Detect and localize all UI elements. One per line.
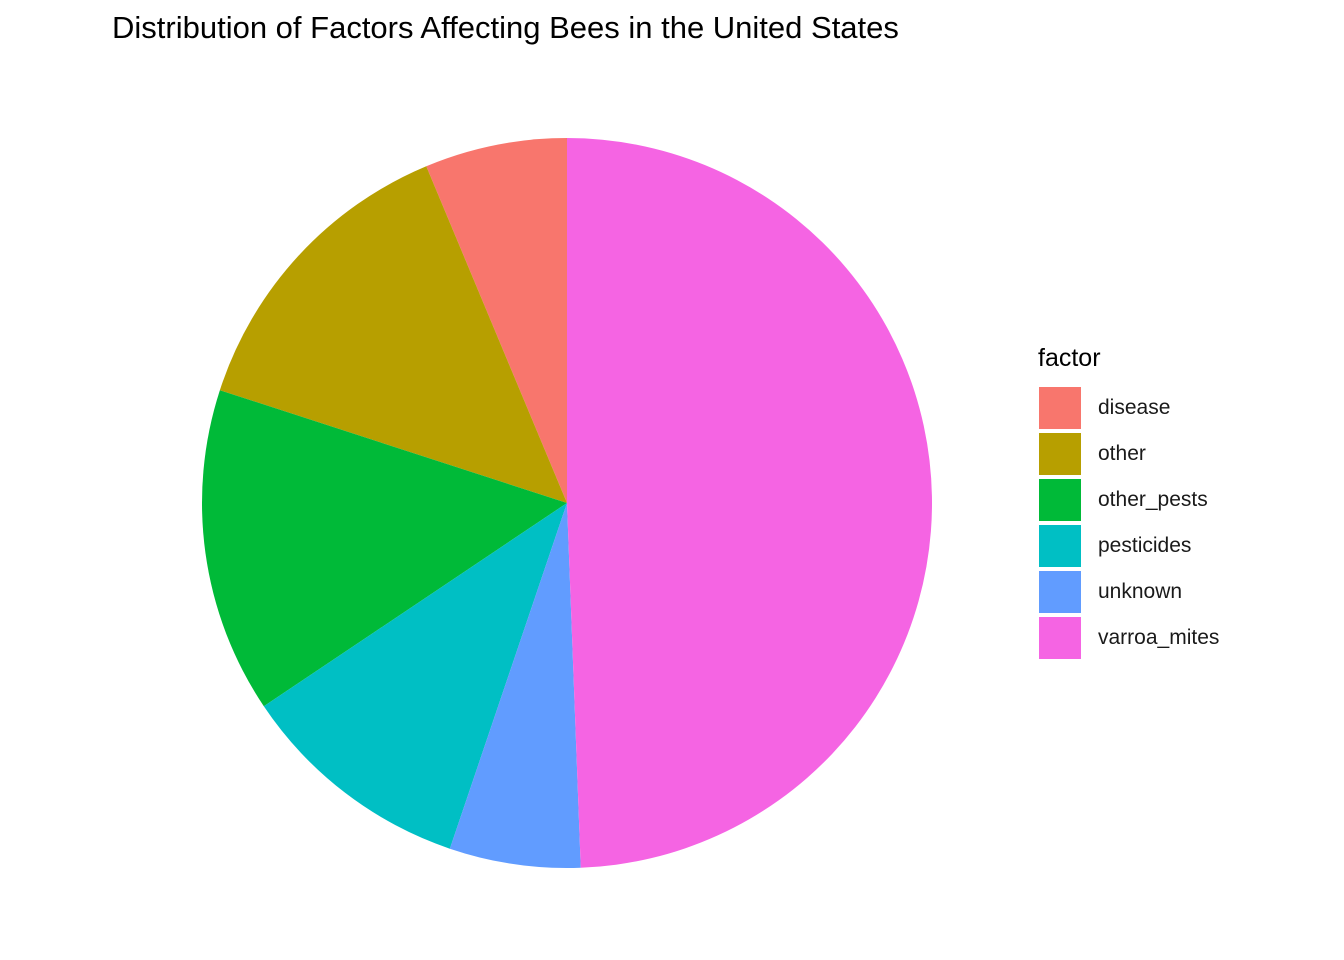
legend: factor disease other other_pests pesticides… — [1038, 344, 1219, 661]
legend-item-varroa-mites: varroa_mites — [1038, 615, 1219, 661]
legend-item-other-pests: other_pests — [1038, 477, 1219, 523]
chart-title: Distribution of Factors Affecting Bees i… — [112, 10, 899, 45]
legend-label: varroa_mites — [1098, 626, 1220, 649]
legend-swatch — [1038, 616, 1082, 660]
legend-label: disease — [1098, 396, 1171, 419]
pie-slice-other-pests — [201, 390, 567, 707]
legend-swatch — [1038, 478, 1082, 522]
legend-item-other: other — [1038, 431, 1219, 477]
legend-swatch — [1038, 524, 1082, 568]
legend-label: unknown — [1098, 580, 1183, 603]
pie-slice-other — [219, 166, 567, 503]
legend-item-unknown: unknown — [1038, 569, 1219, 615]
legend-item-pesticides: pesticides — [1038, 523, 1219, 569]
legend-items: disease other other_pests pesticides unknown… — [1038, 385, 1219, 661]
legend-label: other_pests — [1098, 488, 1208, 511]
pie-slice-disease — [426, 138, 567, 503]
pie-slice-unknown — [449, 503, 581, 868]
legend-label: other — [1098, 442, 1146, 465]
pie-slice-varroa-mites — [567, 138, 933, 868]
legend-swatch — [1038, 386, 1082, 430]
legend-item-disease: disease — [1038, 385, 1219, 431]
legend-swatch — [1038, 570, 1082, 614]
legend-title: factor — [1038, 344, 1101, 372]
pie-slice-pesticides — [263, 503, 567, 849]
legend-swatch — [1038, 432, 1082, 476]
legend-label: pesticides — [1098, 534, 1192, 557]
